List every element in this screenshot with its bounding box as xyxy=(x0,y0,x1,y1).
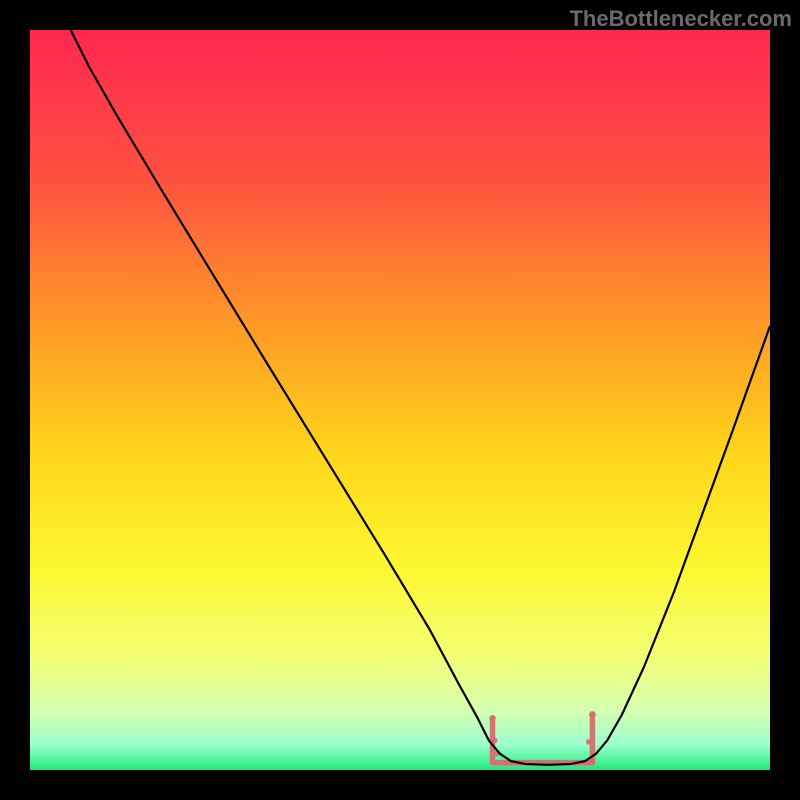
plot-background xyxy=(30,30,770,770)
chart-svg xyxy=(0,0,800,800)
chart-container: TheBottlenecker.com xyxy=(0,0,800,800)
watermark-text: TheBottlenecker.com xyxy=(569,6,792,32)
